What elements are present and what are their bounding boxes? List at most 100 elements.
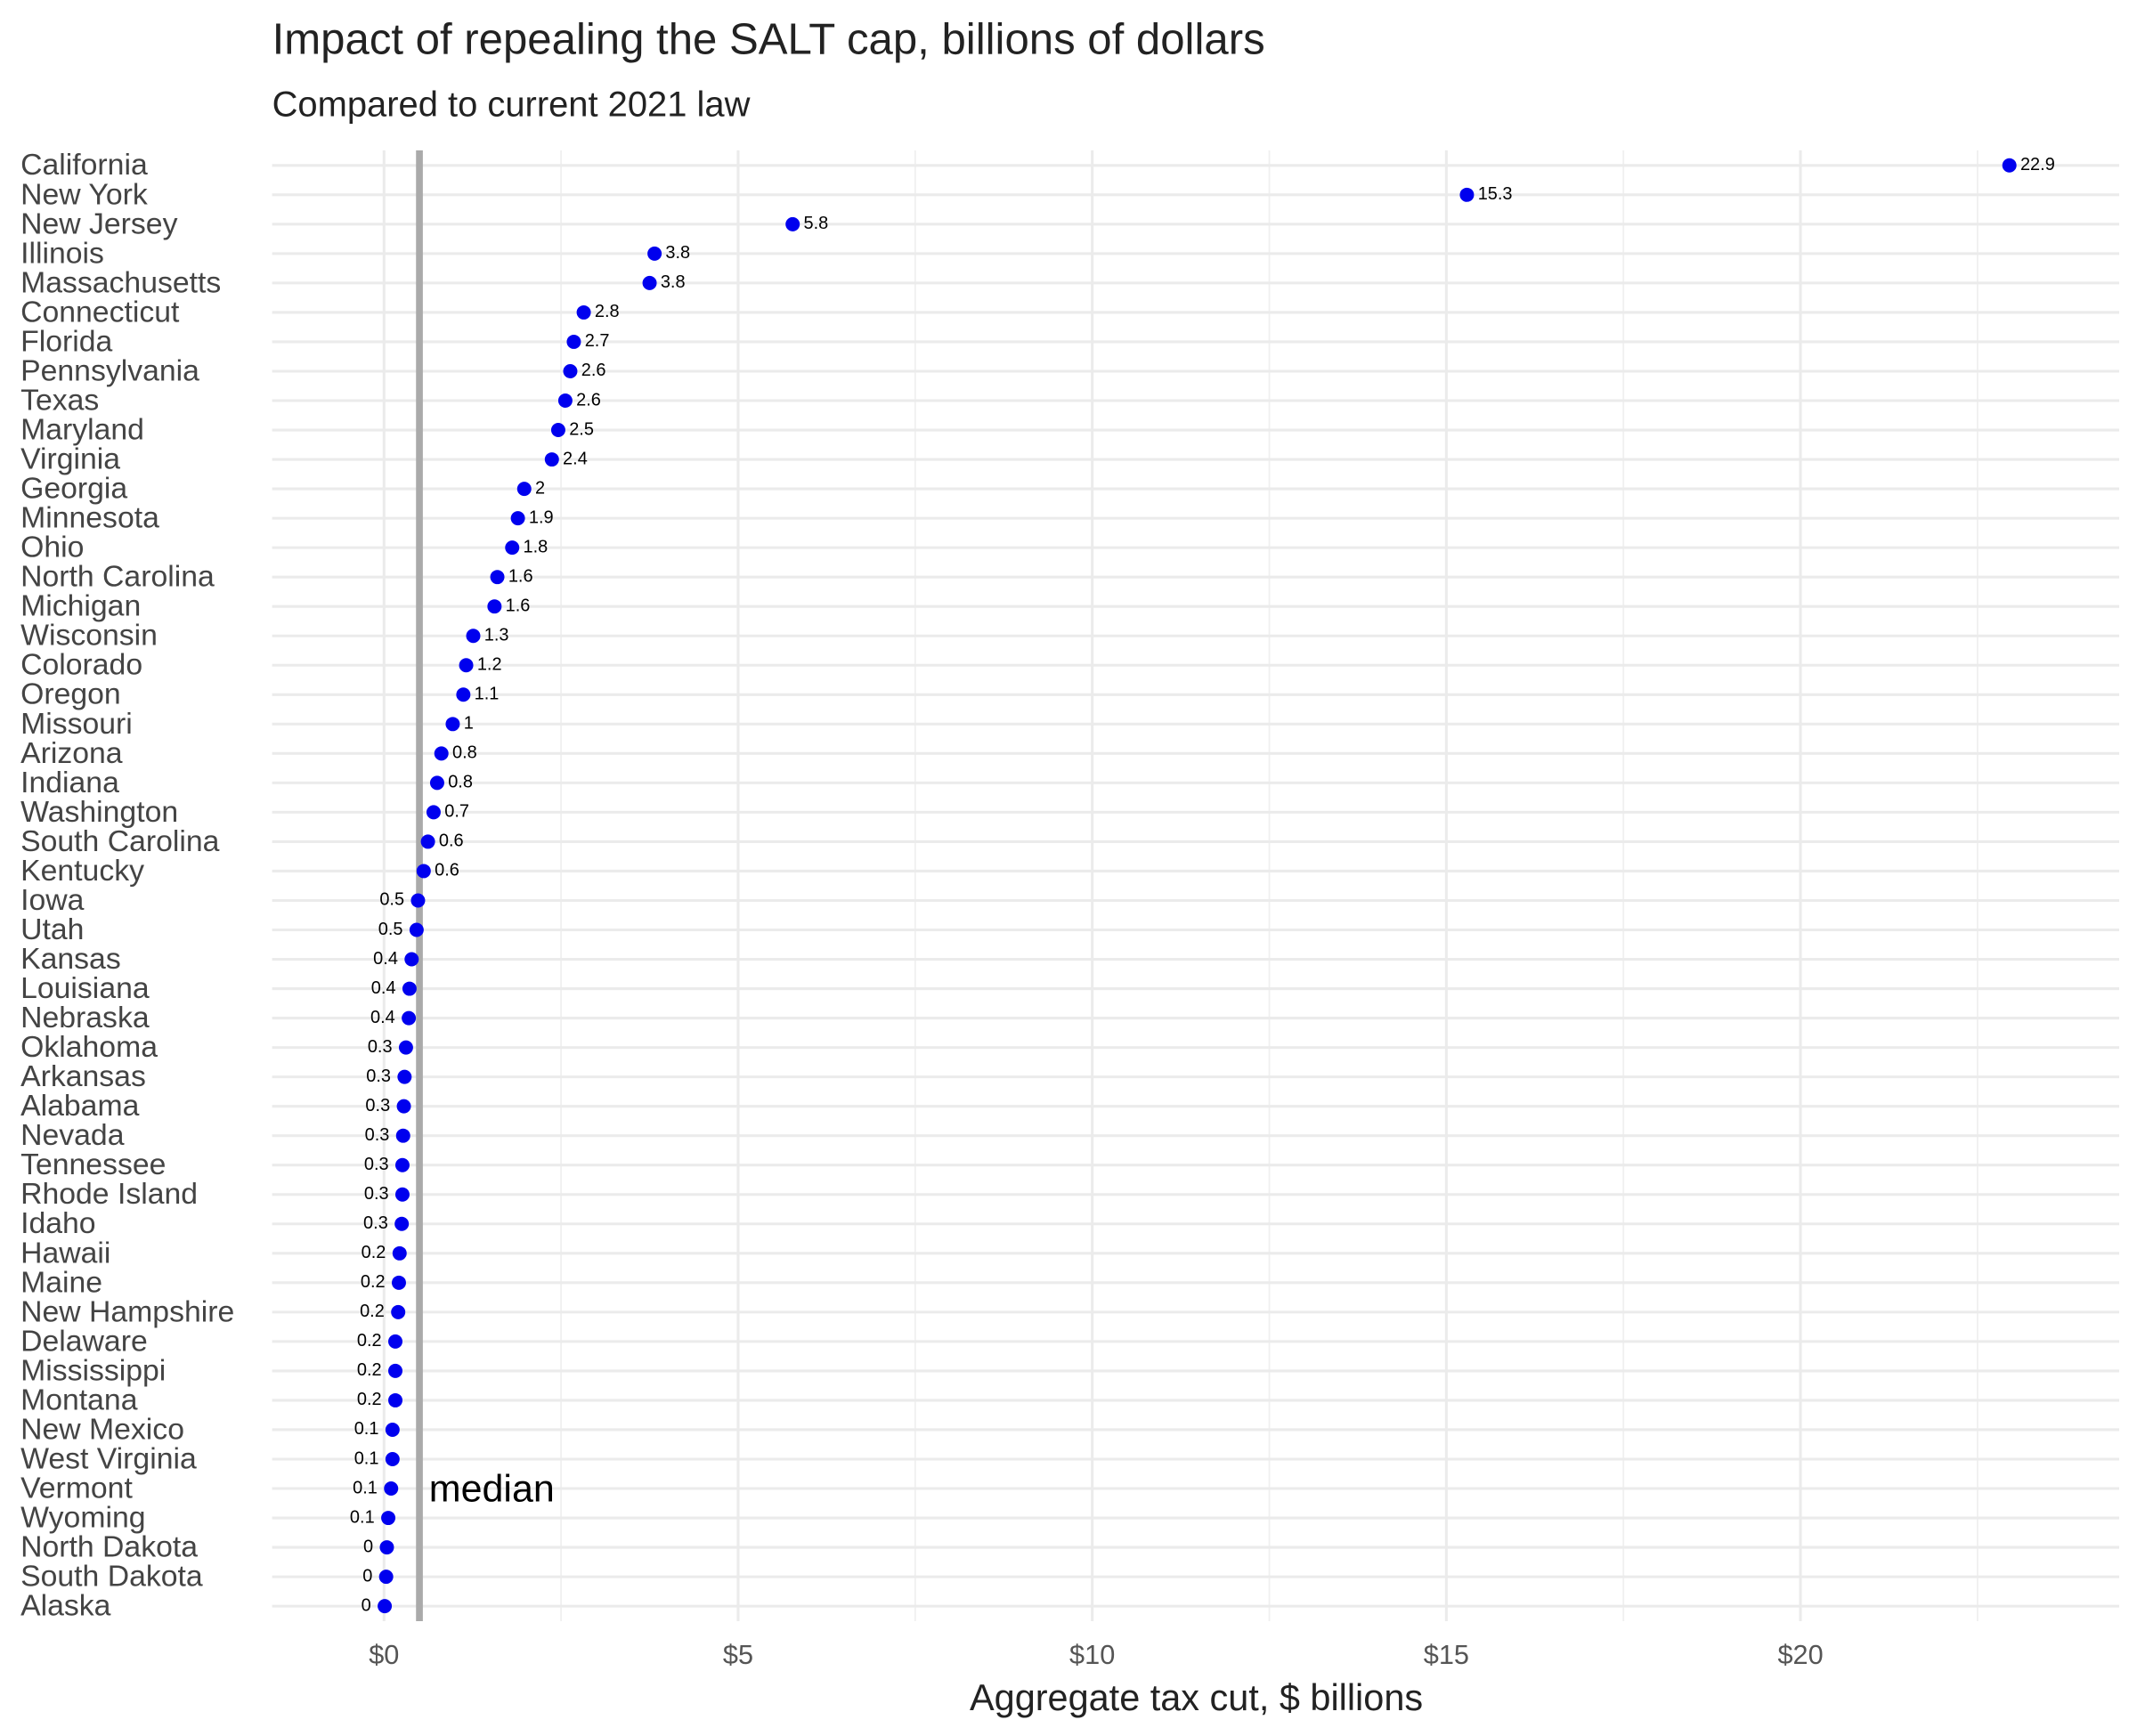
y-tick-label: Maine (20, 1265, 102, 1299)
value-label: 2.7 (585, 331, 610, 351)
chart-title: Impact of repealing the SALT cap, billio… (272, 16, 1265, 64)
y-tick-label: Nevada (20, 1118, 125, 1152)
y-tick-label: Nebraska (20, 1001, 150, 1034)
value-label: 2.5 (569, 419, 594, 439)
y-tick-label: Alabama (20, 1089, 139, 1123)
value-label: 5.8 (804, 214, 829, 233)
value-label: 2 (535, 478, 545, 498)
dot (459, 658, 474, 673)
dot (402, 981, 417, 996)
value-label: 0.2 (357, 1360, 382, 1380)
value-label: 2.4 (563, 449, 588, 468)
value-label: 3.8 (661, 272, 686, 292)
y-tick-label: Pennsylvania (20, 353, 199, 387)
x-tick-label: $5 (723, 1639, 753, 1670)
value-label: 0.3 (364, 1184, 389, 1204)
marks: California 22.9 New York 15.3 New Jersey 5.8 I… (20, 148, 2055, 1622)
dot (466, 629, 481, 644)
y-tick-label: Arkansas (20, 1059, 146, 1093)
value-label: 0.4 (370, 1008, 395, 1027)
dot (402, 1010, 417, 1026)
dot (429, 775, 444, 791)
x-tick-label: $0 (369, 1639, 399, 1670)
dot (392, 1245, 407, 1261)
chart-subtitle: Compared to current 2021 law (272, 85, 751, 124)
dot (566, 334, 581, 349)
value-label: 0.8 (452, 743, 477, 763)
y-tick-label: West Virginia (20, 1441, 197, 1475)
y-tick-label: Idaho (20, 1206, 96, 1240)
y-tick-label: Tennessee (20, 1148, 166, 1181)
dot (434, 746, 449, 761)
dot (456, 687, 471, 702)
y-tick-label: Maryland (20, 412, 144, 446)
y-tick-label: Utah (20, 913, 84, 946)
median-label: median (429, 1468, 555, 1511)
x-axis-title: Aggregate tax cut, $ billions (970, 1676, 1423, 1718)
value-label: 0.7 (444, 802, 469, 822)
value-label: 0.3 (368, 1037, 393, 1057)
value-label: 0.3 (366, 1067, 391, 1086)
dot (576, 304, 591, 320)
y-tick-label: New Mexico (20, 1412, 184, 1446)
y-tick-label: Louisiana (20, 971, 150, 1005)
y-tick-label: New York (20, 177, 148, 211)
value-label: 1 (464, 714, 474, 734)
value-label: 22.9 (2020, 155, 2055, 174)
y-tick-label: Colorado (20, 648, 142, 682)
dot (642, 275, 657, 290)
value-label: 0.6 (439, 831, 464, 851)
value-label: 0.4 (371, 978, 396, 998)
value-label: 0.6 (435, 861, 459, 880)
y-tick-label: Alaska (20, 1589, 111, 1623)
y-tick-label: Connecticut (20, 295, 180, 329)
dot (544, 452, 559, 467)
dot (388, 1363, 402, 1378)
dot (410, 893, 426, 908)
dot (647, 246, 662, 261)
x-tick-label: $10 (1069, 1639, 1115, 1670)
dot (394, 1216, 410, 1231)
value-label: 0 (362, 1566, 372, 1586)
y-tick-label: Virginia (20, 442, 120, 476)
y-tick-label: Vermont (20, 1471, 133, 1505)
dot (385, 1452, 400, 1466)
value-label: 1.8 (524, 537, 548, 556)
value-label: 0.1 (354, 1448, 379, 1468)
dot (1459, 187, 1475, 202)
dot (394, 1187, 410, 1202)
y-tick-label: South Carolina (20, 824, 220, 858)
y-tick-label: Hawaii (20, 1236, 110, 1270)
value-label: 2.6 (576, 390, 601, 410)
value-label: 0.2 (357, 1331, 382, 1351)
dot (392, 1275, 406, 1290)
value-label: 0.5 (378, 920, 403, 939)
y-tick-label: Kansas (20, 942, 121, 976)
value-label: 1.1 (475, 685, 500, 704)
y-tick-label: Missouri (20, 707, 133, 741)
y-tick-label: Georgia (20, 472, 127, 506)
value-label: 1.3 (484, 625, 509, 645)
y-tick-label: Washington (20, 795, 178, 829)
value-label: 0 (363, 1537, 373, 1556)
dot (394, 1157, 410, 1172)
dot (385, 1422, 400, 1437)
value-label: 2.8 (595, 302, 620, 321)
y-tick-label: Indiana (20, 766, 119, 799)
y-tick-label: Florida (20, 324, 112, 358)
y-tick-label: Wyoming (20, 1501, 145, 1535)
value-label: 1.2 (477, 655, 502, 675)
y-tick-label: New Jersey (20, 207, 177, 240)
value-label: 0.2 (357, 1390, 382, 1409)
dot (384, 1481, 399, 1497)
value-label: 0 (362, 1595, 371, 1615)
y-tick-label: New Hampshire (20, 1294, 234, 1328)
value-label: 0.5 (379, 890, 404, 910)
y-tick-label: Michigan (20, 589, 141, 623)
y-tick-label: Oklahoma (20, 1030, 158, 1064)
y-tick-label: Rhode Island (20, 1177, 198, 1211)
dot (391, 1304, 406, 1319)
dot (510, 511, 525, 526)
